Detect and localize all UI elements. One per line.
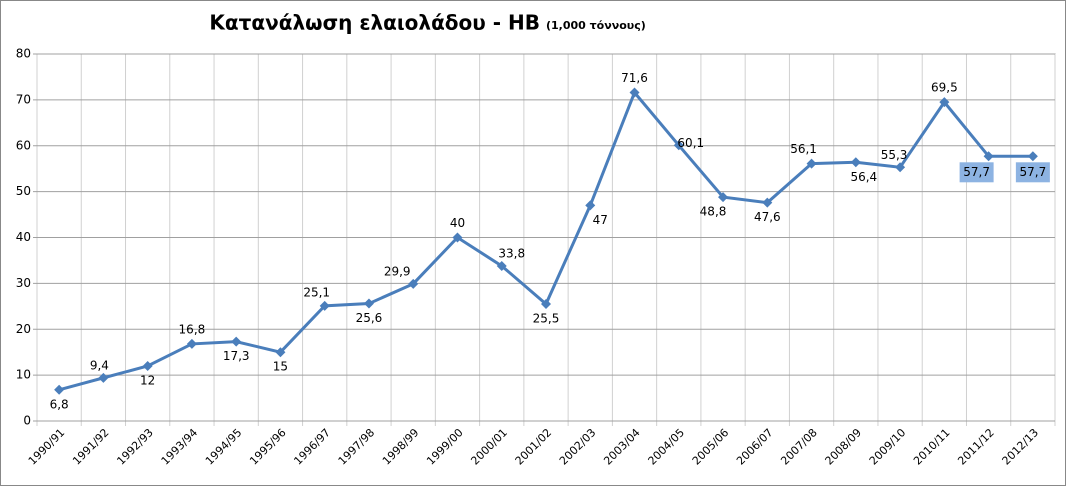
data-label: 16,8	[179, 322, 206, 336]
data-label: 56,1	[790, 142, 817, 156]
data-label: 48,8	[700, 205, 727, 219]
data-label: 25,1	[303, 285, 330, 299]
data-label: 15	[273, 360, 288, 374]
data-label: 40	[450, 216, 465, 230]
data-label: 9,4	[90, 358, 109, 372]
y-tick-label: 60	[16, 138, 31, 152]
data-label: 47	[593, 213, 608, 227]
marker	[673, 140, 684, 151]
data-label: 6,8	[50, 397, 69, 411]
data-label: 57,7	[1020, 165, 1047, 179]
marker	[541, 299, 551, 310]
y-tick-label: 80	[16, 47, 31, 61]
data-label: 60,1	[677, 136, 704, 150]
data-label: 29,9	[384, 264, 411, 278]
marker	[275, 347, 286, 358]
y-tick-label: 0	[23, 414, 31, 428]
y-tick-label: 40	[16, 230, 31, 244]
data-label: 71,6	[621, 71, 648, 85]
y-tick-label: 30	[16, 276, 31, 290]
marker	[806, 158, 817, 169]
y-tick-label: 50	[16, 184, 31, 198]
marker	[850, 157, 861, 168]
marker	[939, 97, 950, 108]
marker	[54, 384, 65, 395]
marker	[1027, 151, 1038, 162]
data-label: 25,6	[356, 311, 383, 325]
marker	[983, 151, 994, 162]
chart-title: Κατανάλωση ελαιολάδου - ΗΒ	[209, 11, 540, 35]
data-label: 56,4	[850, 170, 877, 184]
data-label: 25,5	[533, 312, 560, 326]
data-label: 12	[140, 373, 155, 387]
label-box	[959, 162, 994, 183]
marker	[718, 192, 729, 203]
y-tick-label: 20	[16, 322, 31, 336]
label-box	[1015, 162, 1050, 183]
marker	[496, 260, 507, 271]
data-label: 55,3	[881, 148, 908, 162]
data-label: 33,8	[498, 246, 525, 260]
data-label: 47,6	[754, 210, 781, 224]
marker	[629, 87, 640, 98]
marker	[895, 162, 906, 173]
marker	[231, 336, 242, 347]
data-label: 69,5	[931, 81, 958, 95]
marker	[363, 298, 374, 309]
y-tick-label: 10	[16, 368, 31, 382]
data-label: 17,3	[223, 349, 250, 363]
marker	[319, 300, 330, 311]
y-tick-label: 70	[16, 92, 31, 106]
data-label: 57,7	[963, 165, 990, 179]
marker	[142, 360, 153, 371]
marker	[762, 197, 773, 208]
marker	[585, 200, 596, 211]
marker	[408, 278, 419, 289]
marker	[186, 338, 197, 349]
marker	[452, 232, 463, 243]
marker	[98, 372, 109, 383]
chart-subtitle: (1,000 τόννους)	[546, 19, 646, 32]
